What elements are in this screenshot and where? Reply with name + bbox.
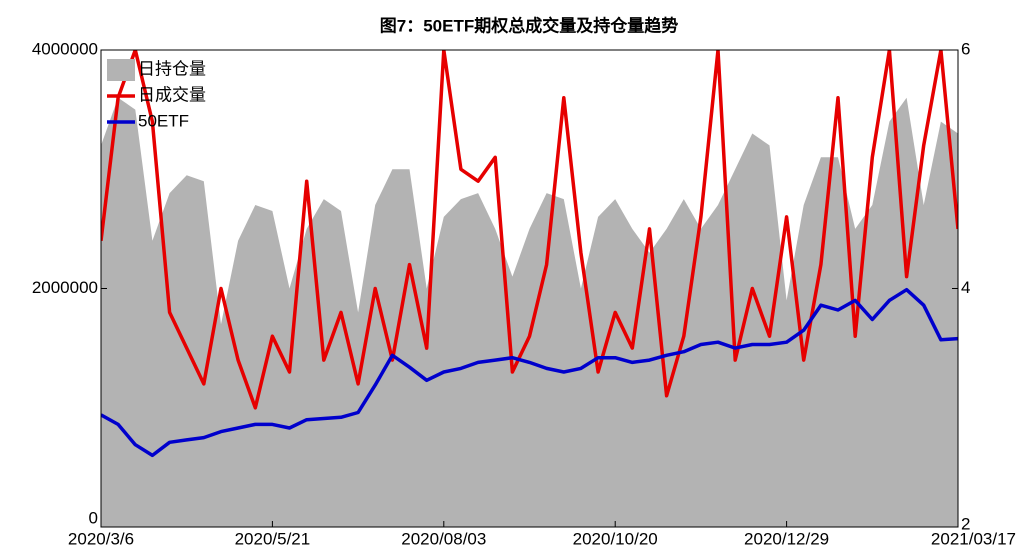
legend-label: 日持仓量 (138, 59, 206, 78)
y2-tick-label: 4 (961, 278, 970, 297)
y-tick-label: 0 (89, 508, 98, 527)
plot-area (101, 50, 958, 527)
x-tick-label: 2020/08/03 (401, 529, 486, 548)
legend-label: 日成交量 (138, 85, 206, 104)
area (101, 97, 958, 527)
x-tick-label: 2021/03/17 (931, 529, 1016, 548)
y-tick-label: 2000000 (32, 278, 98, 297)
line (101, 287, 958, 458)
x-tick-label: 2020/3/6 (68, 529, 134, 548)
y2-tick-label: 2 (961, 514, 970, 533)
x-tick-label: 2020/10/20 (573, 529, 658, 548)
chart-title: 图7：50ETF期权总成交量及持仓量趋势 (380, 15, 678, 35)
x-tick-label: 2020/5/21 (235, 529, 311, 548)
x-tick-label: 2020/12/29 (744, 529, 829, 548)
y-tick-label: 4000000 (32, 39, 98, 58)
legend-label: 50ETF (138, 111, 189, 130)
line (101, 50, 958, 410)
y2-tick-label: 6 (961, 39, 970, 58)
legend-swatch (107, 59, 135, 81)
